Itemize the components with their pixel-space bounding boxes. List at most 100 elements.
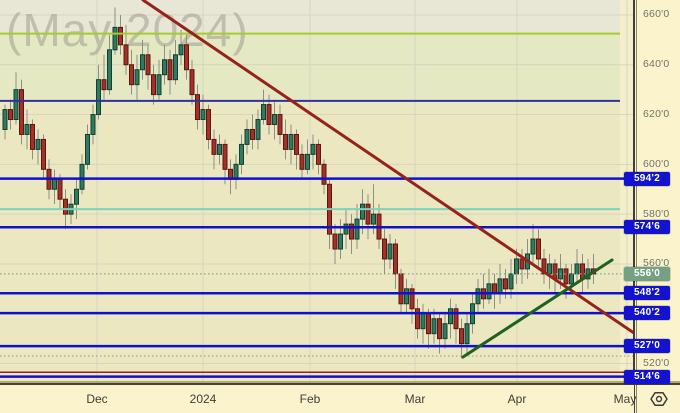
candle [574,263,580,275]
candle [145,54,151,76]
price-badge: 594'2 [624,171,670,186]
candle [464,323,470,345]
candle [382,238,387,260]
candle [563,268,569,285]
candle [79,163,85,190]
candle [415,308,420,330]
price-tick-label: 620'0 [643,108,670,121]
price-badge: 556'0 [624,266,670,281]
candle [393,243,398,275]
candle [448,308,453,325]
candle [387,243,393,260]
candle [508,273,514,290]
candle [299,153,305,170]
candle [134,69,140,86]
price-axis-border [633,0,635,413]
candle [112,26,118,51]
candle [118,26,123,46]
candle [74,188,79,205]
candle [255,119,261,140]
candle [316,143,321,165]
candle [552,263,558,280]
axis-settings-corner[interactable] [637,385,680,413]
candle [398,273,404,305]
time-axis-border-top [0,381,680,383]
candle [41,138,46,170]
time-tick-label: Mar [404,392,426,406]
candle [101,79,107,91]
candle [244,128,250,145]
candle [420,313,426,330]
candle [222,143,228,170]
candle [2,109,8,130]
candle [453,308,459,330]
candle [459,328,464,345]
candle [497,278,503,295]
candle [24,124,30,135]
candle [140,54,145,71]
candle [409,288,415,310]
candle [261,104,266,121]
candle [211,138,217,155]
time-tick-label: Apr [507,392,527,406]
candle [123,44,129,66]
candle [426,313,431,335]
candle [442,323,448,340]
candle [338,233,343,250]
candlestick-canvas[interactable]: (May 2024) [0,0,634,384]
candle [519,258,525,270]
candle [404,288,409,305]
candle [294,133,299,155]
candle [272,114,277,126]
candle [184,44,189,71]
price-axis[interactable]: 660'0 640'0 620'0 600'0 580'0 560'0 520'0 [637,0,680,384]
candle [96,79,101,116]
candle [200,109,206,121]
candle [250,128,255,140]
candle [332,233,338,250]
candle [343,223,349,235]
downtrend-line[interactable] [141,0,634,335]
candle [514,258,519,275]
chart-plot-area[interactable]: (May 2024) [0,0,634,384]
candle [310,143,316,155]
candle [90,114,96,135]
candle [530,238,536,255]
candle [35,138,41,150]
candle [503,278,508,290]
candle [547,263,552,275]
settings-nut-icon[interactable] [648,390,670,408]
candle [283,133,288,150]
time-tick-label: 2024 [189,392,217,406]
candle [52,178,57,190]
candle [437,318,442,340]
price-badge: 514'6 [624,369,670,384]
candle [486,283,492,300]
candle [63,198,68,215]
uptrend-line[interactable] [461,258,614,359]
candle [173,54,178,81]
candle [239,143,244,165]
candle [371,213,376,225]
price-badge: 574'6 [624,220,670,235]
candle [365,203,371,225]
candle [206,109,211,140]
candle [217,143,222,155]
price-tick-label: 660'0 [643,8,670,21]
candle [85,133,90,165]
time-tick-label: May [613,392,637,406]
candle [107,49,112,91]
candle [569,273,574,285]
candle [13,89,19,121]
candle [277,114,283,135]
candle [8,109,13,121]
candle [189,69,195,96]
time-axis[interactable]: Dec 2024 Feb Mar Apr May [0,385,636,413]
candle [305,153,310,170]
candle [233,163,239,180]
candle [360,203,365,220]
candle [266,104,272,126]
candle [129,64,134,86]
time-axis-border [0,383,680,385]
